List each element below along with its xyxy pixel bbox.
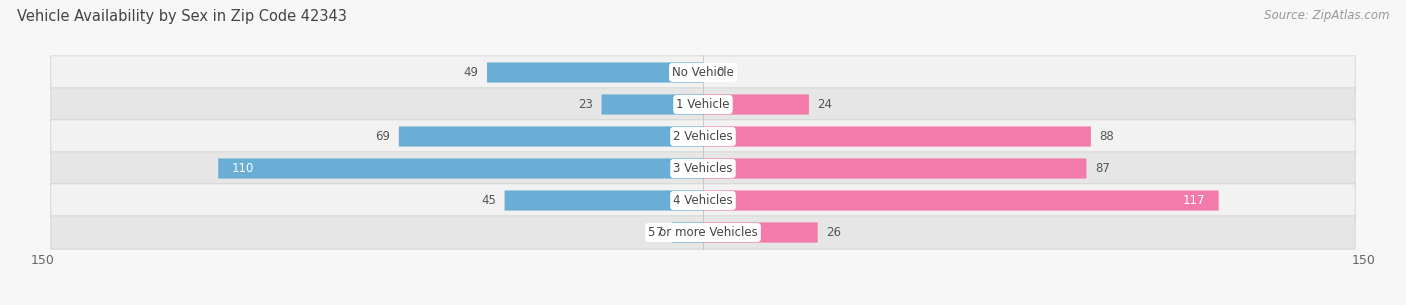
FancyBboxPatch shape [703,190,1219,210]
FancyBboxPatch shape [51,88,1355,121]
Text: 4 Vehicles: 4 Vehicles [673,194,733,207]
Text: 117: 117 [1182,194,1205,207]
Text: 87: 87 [1095,162,1109,175]
Text: 45: 45 [481,194,496,207]
Text: 5 or more Vehicles: 5 or more Vehicles [648,226,758,239]
FancyBboxPatch shape [672,222,703,242]
FancyBboxPatch shape [602,95,703,115]
Text: Vehicle Availability by Sex in Zip Code 42343: Vehicle Availability by Sex in Zip Code … [17,9,347,24]
Text: 0: 0 [716,66,724,79]
Text: Source: ZipAtlas.com: Source: ZipAtlas.com [1264,9,1389,22]
FancyBboxPatch shape [505,190,703,210]
FancyBboxPatch shape [703,126,1091,147]
FancyBboxPatch shape [51,216,1355,249]
FancyBboxPatch shape [51,56,1355,89]
Text: 26: 26 [827,226,841,239]
Text: 88: 88 [1099,130,1114,143]
FancyBboxPatch shape [703,222,818,242]
Text: 3 Vehicles: 3 Vehicles [673,162,733,175]
FancyBboxPatch shape [399,126,703,147]
Text: 24: 24 [817,98,832,111]
Text: 1 Vehicle: 1 Vehicle [676,98,730,111]
Text: No Vehicle: No Vehicle [672,66,734,79]
Text: 23: 23 [578,98,593,111]
Text: 110: 110 [232,162,254,175]
FancyBboxPatch shape [51,152,1355,185]
Text: 49: 49 [464,66,478,79]
FancyBboxPatch shape [703,158,1087,179]
FancyBboxPatch shape [51,120,1355,153]
FancyBboxPatch shape [218,158,703,179]
Text: 69: 69 [375,130,391,143]
FancyBboxPatch shape [51,184,1355,217]
Text: 7: 7 [655,226,664,239]
FancyBboxPatch shape [486,63,703,83]
Text: 2 Vehicles: 2 Vehicles [673,130,733,143]
FancyBboxPatch shape [703,95,808,115]
